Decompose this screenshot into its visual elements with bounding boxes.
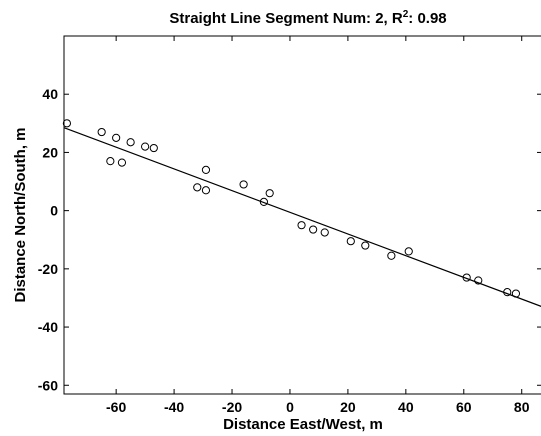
y-tick-label: -60 [38, 377, 58, 393]
data-point-0 [62, 119, 71, 128]
data-point-24 [511, 289, 521, 298]
x-tick-label: 80 [514, 399, 530, 415]
data-point-11 [239, 180, 248, 189]
data-point-23 [503, 288, 512, 297]
data-point-15 [309, 225, 318, 234]
data-point-16 [320, 228, 329, 237]
x-tick-label: 40 [398, 399, 414, 415]
y-tick-label: 40 [42, 86, 58, 102]
data-point-17 [346, 237, 355, 246]
data-point-20 [404, 247, 413, 256]
data-point-8 [201, 165, 211, 174]
x-tick-label: -20 [222, 399, 242, 415]
data-point-21 [462, 273, 471, 282]
chart-title-tail: : 0.98 [408, 10, 446, 27]
y-tick-label: 0 [50, 203, 58, 219]
data-point-14 [297, 221, 306, 230]
fit-line-layer [63, 127, 541, 307]
data-point-13 [259, 197, 268, 207]
x-tick-label: -40 [164, 399, 184, 415]
data-point-7 [117, 158, 127, 167]
fit-line [63, 127, 541, 307]
x-axis-label: Distance East/West, m [223, 416, 383, 433]
data-point-19 [387, 251, 396, 260]
y-tick-label: -40 [38, 319, 58, 335]
data-point-9 [193, 183, 202, 192]
y-axis-label: Distance North/South, m [12, 127, 29, 302]
axis-ticks: -60 -40 -20 0 20 40 60 80 -60 -40 -20 0 20 40 [38, 36, 541, 415]
chart-title-main: Straight Line Segment Num: 2, R [169, 10, 403, 27]
x-tick-label: -60 [106, 399, 126, 415]
chart-title: Straight Line Segment Num: 2, R2: 0.98 [169, 9, 446, 27]
data-point-2 [112, 133, 121, 142]
data-point-1 [97, 127, 106, 137]
data-point-18 [361, 241, 370, 250]
y-tick-label: -20 [38, 261, 58, 277]
data-point-22 [474, 276, 483, 285]
plot-area [63, 35, 541, 395]
data-point-5 [149, 143, 158, 153]
data-points [62, 119, 521, 298]
data-point-12 [265, 189, 274, 198]
data-point-4 [141, 142, 150, 151]
chart-title-superscript: 2 [403, 9, 409, 20]
x-tick-label: 20 [340, 399, 356, 415]
data-point-3 [126, 138, 135, 147]
x-tick-label: 0 [286, 399, 294, 415]
data-point-6 [106, 157, 115, 166]
y-tick-label: 20 [42, 144, 58, 160]
x-tick-label: 60 [456, 399, 472, 415]
data-point-10 [201, 186, 211, 195]
